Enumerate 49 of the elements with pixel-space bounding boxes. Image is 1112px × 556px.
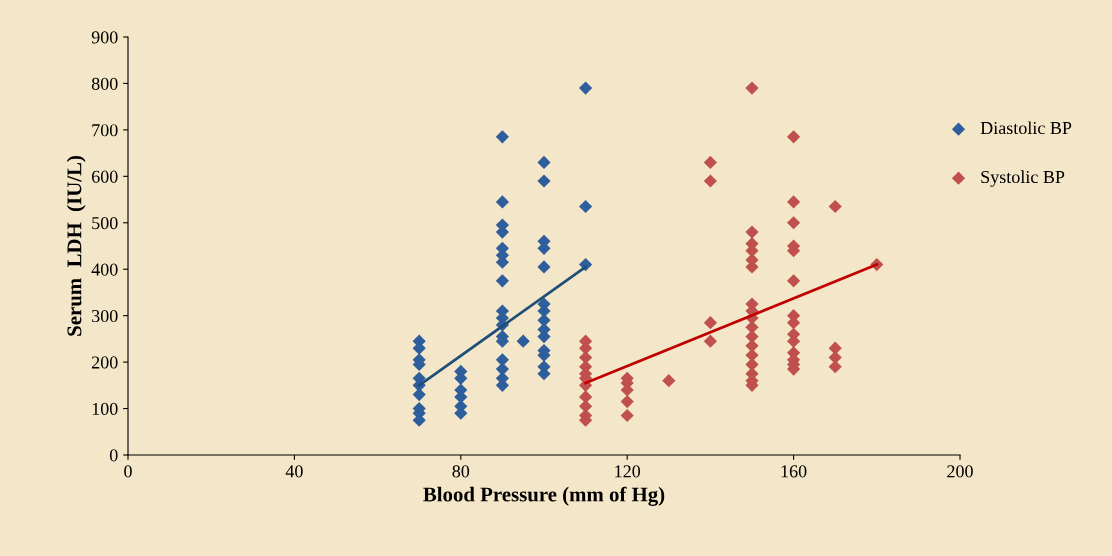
y-tick-label: 0 bbox=[109, 449, 118, 462]
point bbox=[516, 334, 530, 348]
y-tick-label: 500 bbox=[92, 217, 118, 230]
point bbox=[703, 174, 717, 188]
y-tick-label: 900 bbox=[91, 31, 118, 44]
y-tick-label: 100 bbox=[92, 402, 118, 415]
point bbox=[579, 390, 593, 404]
point bbox=[620, 408, 634, 423]
x-tick-label: 200 bbox=[947, 465, 973, 478]
point bbox=[828, 199, 842, 214]
x-tick-label: 0 bbox=[124, 465, 132, 478]
x-tick-label: 40 bbox=[285, 465, 303, 478]
point bbox=[620, 395, 634, 409]
y-tick-label: 300 bbox=[92, 309, 118, 323]
point bbox=[787, 195, 801, 209]
point bbox=[579, 199, 593, 214]
point bbox=[745, 81, 759, 95]
point bbox=[537, 313, 551, 327]
point bbox=[495, 195, 509, 209]
point bbox=[703, 316, 717, 330]
point bbox=[828, 360, 842, 374]
x-tick-label: 160 bbox=[781, 465, 807, 478]
y-tick-label: 700 bbox=[92, 124, 118, 137]
point bbox=[495, 274, 509, 288]
point bbox=[662, 374, 676, 388]
point bbox=[787, 216, 801, 230]
point bbox=[495, 362, 509, 376]
point bbox=[412, 388, 426, 402]
point bbox=[495, 130, 509, 144]
point bbox=[703, 334, 717, 348]
legend-label: Diastolic BP bbox=[980, 121, 1072, 135]
point bbox=[703, 155, 717, 169]
point bbox=[787, 130, 801, 144]
y-axis-title: Serum LDH (IU/L) bbox=[66, 156, 86, 336]
point bbox=[537, 155, 551, 169]
x-tick-label: 120 bbox=[615, 465, 641, 478]
point bbox=[745, 225, 759, 239]
y-tick-label: 400 bbox=[91, 263, 118, 276]
point bbox=[787, 274, 801, 288]
point bbox=[537, 174, 551, 188]
y-tick-label: 800 bbox=[91, 77, 118, 90]
point bbox=[579, 81, 593, 95]
x-tick-label: 80 bbox=[452, 465, 470, 478]
legend-label: Systolic BP bbox=[981, 170, 1065, 187]
x-axis-title: Blood Pressure (mm of Hg) bbox=[423, 486, 665, 506]
point bbox=[828, 341, 842, 355]
y-tick-label: 200 bbox=[91, 356, 118, 369]
point bbox=[537, 260, 551, 274]
y-tick-label: 600 bbox=[91, 170, 118, 183]
